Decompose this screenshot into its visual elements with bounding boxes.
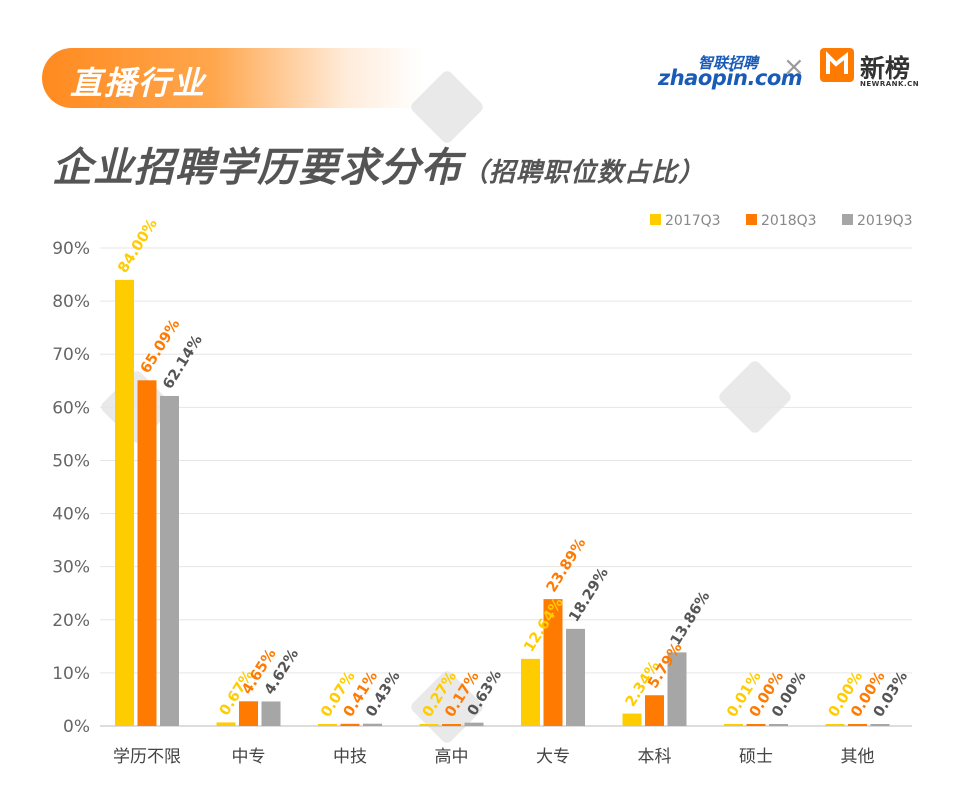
x-tick-label: 中技	[333, 747, 367, 767]
x-tick-label: 中专	[232, 747, 266, 767]
y-tick-label: 10%	[52, 664, 90, 684]
page-title: 企业招聘学历要求分布（招聘职位数占比）	[52, 135, 705, 193]
zhaopin-logo-cn: 智联招聘	[698, 54, 759, 72]
bar	[746, 724, 766, 726]
bar	[419, 724, 439, 726]
chart-x-axis: 学历不限 中专 中技 高中 大专 本科 硕士 其他	[113, 747, 875, 767]
zhaopin-logo: 智联招聘 zhaopin.com	[658, 52, 803, 92]
legend-swatch	[746, 214, 757, 225]
bar	[261, 701, 281, 726]
x-tick-label: 大专	[536, 747, 570, 767]
chart-grid	[100, 247, 912, 727]
y-tick-label: 90%	[52, 239, 90, 259]
bar	[464, 722, 484, 726]
data-label: 23.89%	[544, 535, 590, 595]
x-tick-label: 其他	[841, 747, 875, 767]
chart-bars	[115, 279, 890, 726]
legend-label: 2017Q3	[665, 213, 721, 229]
legend-label: 2019Q3	[857, 213, 913, 229]
bar	[239, 701, 258, 726]
y-tick-label: 60%	[52, 398, 90, 418]
chart-subtitle: （招聘职位数占比）	[462, 158, 706, 188]
bar	[543, 599, 563, 726]
bar	[318, 724, 337, 726]
chart-title: 企业招聘学历要求分布	[52, 145, 462, 191]
bar	[442, 724, 461, 726]
legend-swatch	[842, 214, 853, 225]
newrank-logo: 新榜 NEWRANK.CN	[820, 48, 920, 92]
newrank-logo-cn: 新榜	[860, 54, 911, 83]
chart-legend: 2017Q3 2018Q3 2019Q3	[650, 213, 913, 229]
bar	[645, 695, 664, 726]
data-label: 84.00%	[115, 216, 161, 276]
bar	[870, 724, 890, 726]
bar	[216, 722, 236, 726]
bar	[769, 724, 788, 726]
bar	[521, 658, 540, 726]
zhaopin-logo-en: zhaopin.com	[658, 66, 803, 90]
x-tick-label: 学历不限	[113, 747, 181, 767]
chart-data-labels: 84.00%65.09%62.14%0.67%4.65%4.62% 0.07%0.…	[115, 216, 911, 720]
bar	[724, 724, 743, 726]
y-tick-label: 40%	[52, 505, 90, 525]
bar	[825, 724, 845, 726]
industry-tag-background	[42, 48, 422, 108]
bar	[115, 279, 134, 726]
data-label: 13.86%	[668, 588, 714, 648]
x-tick-label: 高中	[435, 747, 469, 767]
industry-tag: 直播行业	[70, 64, 207, 102]
y-tick-label: 30%	[52, 558, 90, 578]
y-tick-label: 50%	[52, 451, 90, 471]
x-tick-label: 硕士	[739, 747, 773, 767]
bar	[566, 628, 585, 726]
logo-separator: ×	[783, 52, 805, 82]
y-tick-label: 20%	[52, 611, 90, 631]
bar	[667, 652, 687, 726]
bar	[622, 713, 642, 726]
newrank-logo-icon	[820, 48, 854, 82]
newrank-logo-en: NEWRANK.CN	[860, 80, 920, 88]
y-tick-label: 0%	[63, 717, 90, 737]
x-tick-label: 本科	[638, 747, 672, 767]
y-tick-label: 80%	[52, 292, 90, 312]
chart-y-axis: 0% 10% 20% 30% 40% 50% 60% 70% 80% 90%	[52, 239, 90, 737]
legend-label: 2018Q3	[761, 213, 817, 229]
y-tick-label: 70%	[52, 345, 90, 365]
bar	[848, 724, 867, 726]
bar	[340, 723, 360, 726]
bar	[160, 395, 179, 726]
data-label: 18.29%	[566, 565, 612, 625]
bar	[363, 723, 382, 726]
legend-swatch	[650, 214, 661, 225]
bar	[137, 380, 157, 726]
